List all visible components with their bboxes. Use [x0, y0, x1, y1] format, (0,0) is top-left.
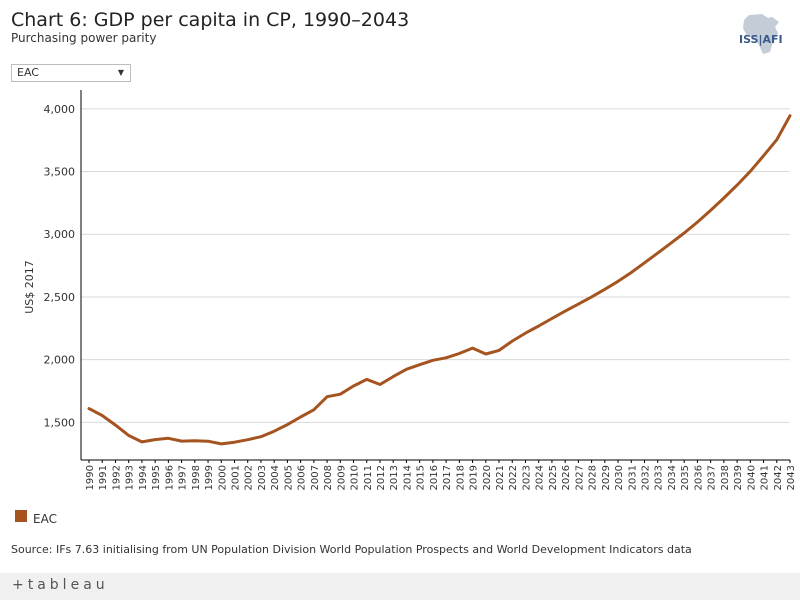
source-note: Source: IFs 7.63 initialising from UN Po…: [11, 543, 692, 556]
legend-swatch-eac[interactable]: [15, 510, 27, 522]
region-filter-dropdown[interactable]: EAC ▼: [11, 64, 131, 82]
x-tick-label: 2034: [667, 465, 678, 490]
x-tick-label: 2036: [693, 465, 704, 490]
x-tick-label: 1999: [204, 465, 215, 490]
x-tick-label: 2013: [389, 465, 400, 490]
x-tick-label: 1998: [191, 465, 202, 490]
x-tick-label: 2012: [376, 465, 387, 490]
x-axis-ticks: 1990 1991 1992 1993 1994 1995 1996 1997 1998 1999…: [85, 460, 797, 490]
x-tick-label: 2043: [786, 465, 797, 490]
x-tick-label: 2033: [654, 465, 665, 490]
x-tick-label: 2005: [283, 465, 294, 490]
y-tick-label: 3,000: [44, 228, 76, 241]
x-tick-label: 2026: [561, 465, 572, 490]
x-tick-label: 2041: [760, 465, 771, 490]
x-tick-label: 1993: [125, 465, 136, 490]
x-tick-label: 2020: [482, 465, 493, 490]
x-tick-label: 2042: [773, 465, 784, 490]
logo-text: ISS|AFI: [739, 33, 783, 46]
x-tick-label: 2007: [310, 465, 321, 490]
x-tick-label: 2022: [508, 465, 519, 490]
x-tick-label: 2019: [469, 465, 480, 490]
x-tick-label: 2008: [323, 465, 334, 490]
x-tick-label: 2004: [270, 465, 281, 490]
y-tick-label: 3,500: [44, 166, 76, 179]
x-tick-label: 2039: [733, 465, 744, 490]
x-tick-label: 1996: [164, 465, 175, 490]
x-tick-label: 2000: [217, 465, 228, 490]
x-tick-label: 2037: [707, 465, 718, 490]
x-tick-label: 2011: [363, 465, 374, 490]
x-tick-label: 2009: [336, 465, 347, 490]
x-tick-label: 1992: [111, 465, 122, 490]
x-tick-label: 2031: [627, 465, 638, 490]
series-line-eac[interactable]: [87, 114, 792, 446]
y-axis-ticks: 1,500 2,000 2,500 3,000 3,500 4,000: [44, 103, 76, 430]
chevron-down-icon: ▼: [117, 68, 124, 77]
x-tick-label: 2025: [548, 465, 559, 490]
x-tick-label: 2029: [601, 465, 612, 490]
region-filter-value: EAC: [17, 66, 39, 79]
x-tick-label: 2018: [455, 465, 466, 490]
x-tick-label: 2040: [746, 465, 757, 490]
x-tick-label: 2032: [641, 465, 652, 490]
x-tick-label: 2023: [521, 465, 532, 490]
x-tick-label: 2017: [442, 465, 453, 490]
issafi-logo: ISS|AFI: [739, 14, 783, 54]
y-tick-label: 1,500: [44, 416, 76, 429]
x-tick-label: 2015: [416, 465, 427, 490]
x-tick-label: 2010: [350, 465, 361, 490]
x-tick-label: 2038: [720, 465, 731, 490]
x-tick-label: 1994: [138, 465, 149, 490]
y-axis-label: US$ 2017: [23, 260, 36, 314]
x-tick-label: 2006: [297, 465, 308, 490]
x-tick-label: 2002: [244, 465, 255, 490]
x-tick-label: 2030: [614, 465, 625, 490]
x-tick-label: 2027: [574, 465, 585, 490]
x-tick-label: 1995: [151, 465, 162, 490]
chart-subtitle: Purchasing power parity: [11, 31, 157, 45]
x-tick-label: 2001: [230, 465, 241, 490]
x-tick-label: 2016: [429, 465, 440, 490]
tableau-footer: +tableau: [0, 573, 800, 600]
x-tick-label: 2024: [535, 465, 546, 490]
grid-lines: [81, 108, 790, 423]
legend-label-eac[interactable]: EAC: [33, 512, 57, 526]
x-tick-label: 2028: [588, 465, 599, 490]
tableau-logo[interactable]: +tableau: [12, 577, 109, 593]
y-tick-label: 4,000: [44, 103, 76, 116]
x-tick-label: 2035: [680, 465, 691, 490]
y-tick-label: 2,000: [44, 354, 76, 367]
chart-title: Chart 6: GDP per capita in CP, 1990–2043: [11, 9, 410, 31]
x-tick-label: 2021: [495, 465, 506, 490]
x-tick-label: 1990: [85, 465, 96, 490]
x-tick-label: 2014: [402, 465, 413, 490]
y-tick-label: 2,500: [44, 291, 76, 304]
x-tick-label: 1997: [178, 465, 189, 490]
x-tick-label: 1991: [98, 465, 109, 490]
x-tick-label: 2003: [257, 465, 268, 490]
